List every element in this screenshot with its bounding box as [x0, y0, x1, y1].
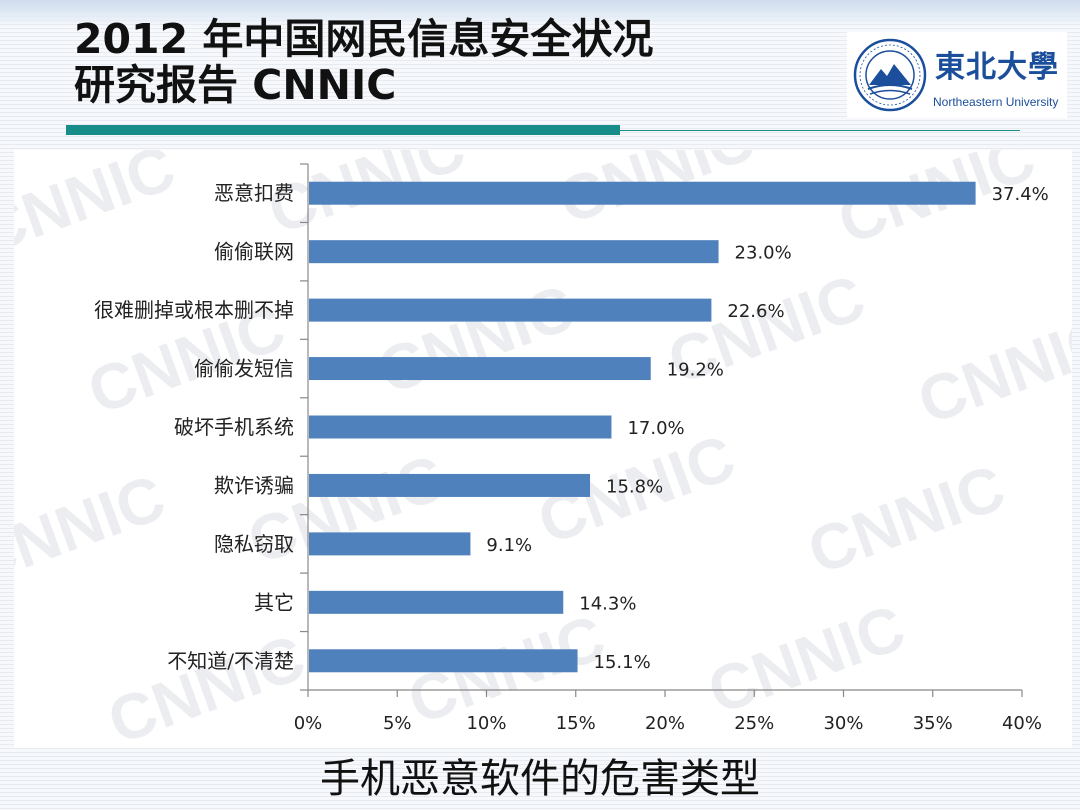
bar — [309, 298, 712, 322]
watermark-text: CNNIC — [14, 461, 174, 598]
slide-title-line-2: 研究报告 CNNIC — [74, 61, 397, 109]
category-label: 偷偷发短信 — [194, 357, 294, 381]
category-label: 破坏手机系统 — [174, 415, 294, 439]
bar — [309, 532, 471, 556]
x-tick-label: 20% — [645, 713, 685, 734]
watermark-text: CNNIC — [14, 150, 184, 268]
watermark-text: CNNIC — [239, 441, 454, 578]
watermark-text: CNNIC — [99, 621, 314, 748]
slide-title-line-1: 2012 年中国网民信息安全状况 — [74, 15, 654, 63]
chart-axes: 恶意扣费 37.4% 偷偷联网 23.0% 很难删掉或根本删不掉 22.6% 偷偷发短信 19… — [94, 163, 1049, 734]
bar — [309, 590, 564, 614]
title-underline-bar — [66, 125, 620, 135]
watermark-text: CNNIC — [369, 271, 584, 408]
x-tick-label: 15% — [556, 713, 596, 734]
x-tick-label: 0% — [294, 713, 323, 734]
university-name-en: Northeastern University — [933, 95, 1059, 109]
bar — [309, 473, 591, 497]
university-name-cn: 東北大學 — [935, 50, 1059, 85]
chart-panel: CNNIC CNNIC CNNIC CNNIC CNNIC CNNIC CNNIC CNNIC… — [14, 150, 1072, 748]
watermark-text: CNNIC — [909, 301, 1072, 438]
x-tick-label: 5% — [383, 713, 412, 734]
category-label: 隐私窃取 — [214, 532, 294, 556]
university-logo: 東北大學 Northeastern University — [847, 32, 1067, 118]
university-seal-icon — [853, 38, 927, 112]
bar — [309, 415, 612, 439]
value-label: 17.0% — [627, 418, 684, 439]
x-tick-label: 25% — [734, 713, 774, 734]
category-label: 很难删掉或根本删不掉 — [94, 298, 294, 322]
value-label: 37.4% — [992, 184, 1049, 205]
x-tick-label: 30% — [823, 713, 863, 734]
slide-title: 2012 年中国网民信息安全状况 研究报告 CNNIC — [74, 16, 844, 108]
x-tick-label: 40% — [1002, 713, 1042, 734]
value-label: 19.2% — [667, 360, 724, 381]
slide-sky-band — [0, 0, 1080, 26]
bar — [309, 240, 719, 264]
value-label: 14.3% — [579, 593, 636, 614]
bar — [309, 649, 578, 673]
category-label: 其它 — [254, 590, 294, 614]
value-label: 22.6% — [727, 301, 784, 322]
value-label: 15.8% — [606, 476, 663, 497]
category-label: 偷偷联网 — [214, 240, 294, 264]
category-label: 欺诈诱骗 — [214, 473, 294, 497]
value-label: 15.1% — [594, 652, 651, 673]
title-underline-thin — [620, 130, 1020, 131]
x-tick-label: 10% — [466, 713, 506, 734]
watermark-text: CNNIC — [699, 591, 914, 728]
bar — [309, 357, 651, 381]
bar — [309, 181, 976, 205]
category-label: 恶意扣费 — [214, 181, 294, 205]
watermark-text: CNNIC — [799, 451, 1014, 588]
category-label: 不知道/不清楚 — [167, 649, 294, 673]
bar-series — [309, 181, 976, 673]
slide-caption: 手机恶意软件的危害类型 — [320, 756, 760, 802]
value-label: 9.1% — [486, 535, 532, 556]
x-tick-label: 35% — [913, 713, 953, 734]
value-label: 23.0% — [735, 243, 792, 264]
